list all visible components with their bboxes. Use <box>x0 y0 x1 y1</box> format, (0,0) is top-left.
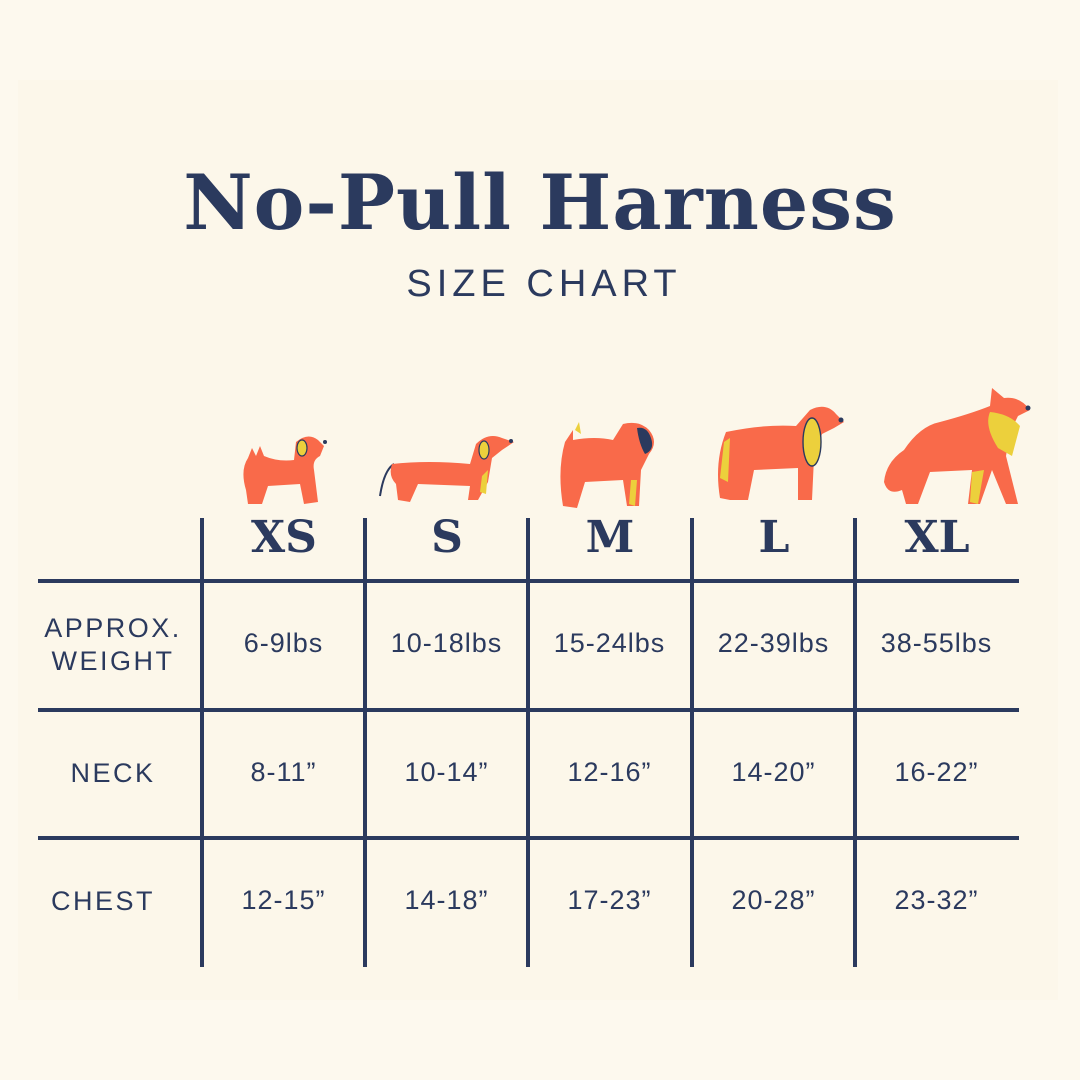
grid-line-horizontal <box>38 579 1019 583</box>
table-cell: 12-15” <box>241 885 326 915</box>
table-cell: 38-55lbs <box>880 628 993 658</box>
table-cell: 10-18lbs <box>390 628 503 658</box>
table-cell: 8-11” <box>250 757 317 787</box>
table-cell: 10-14” <box>404 757 489 787</box>
dog-s-illustration <box>379 436 514 502</box>
row-label-neck: NECK <box>70 758 156 788</box>
table-cell: 14-18” <box>404 885 489 915</box>
grid-line-vertical <box>690 518 694 967</box>
grid-line-vertical <box>200 518 204 967</box>
grid-line-vertical <box>363 518 367 967</box>
table-cell: 16-22” <box>894 757 979 787</box>
size-header-l: L <box>758 512 790 563</box>
size-header-s: S <box>431 512 463 563</box>
table-cell: 14-20” <box>731 757 816 787</box>
table-cell: 17-23” <box>567 885 652 915</box>
row-label-chest: CHEST <box>50 886 155 916</box>
dog-xl-illustration <box>884 388 1031 504</box>
size-header-m: M <box>585 512 635 563</box>
row-label-line: APPROX. <box>44 613 182 643</box>
chart-panel <box>18 80 1058 1000</box>
grid-line-vertical <box>526 518 530 967</box>
grid-line-horizontal <box>38 708 1019 712</box>
page-subtitle: SIZE CHART <box>406 263 682 305</box>
table-cell: 23-32” <box>894 885 979 915</box>
page-title: No-Pull Harness <box>183 158 897 247</box>
table-cell: 12-16” <box>567 757 652 787</box>
table-cell: 6-9lbs <box>243 628 324 658</box>
table-cell: 15-24lbs <box>553 628 666 658</box>
table-cell: 20-28” <box>731 885 816 915</box>
row-label-line: WEIGHT <box>51 646 175 676</box>
table-cell: 22-39lbs <box>717 628 830 658</box>
grid-line-vertical <box>853 518 857 967</box>
dog-l-illustration <box>718 406 844 500</box>
dog-m-illustration <box>560 422 654 508</box>
dog-xs-illustration <box>243 436 327 504</box>
grid-line-horizontal <box>38 836 1019 840</box>
row-label-weight: APPROX. WEIGHT <box>28 612 198 678</box>
size-header-xs: XS <box>251 512 317 563</box>
size-header-xl: XL <box>904 512 970 563</box>
